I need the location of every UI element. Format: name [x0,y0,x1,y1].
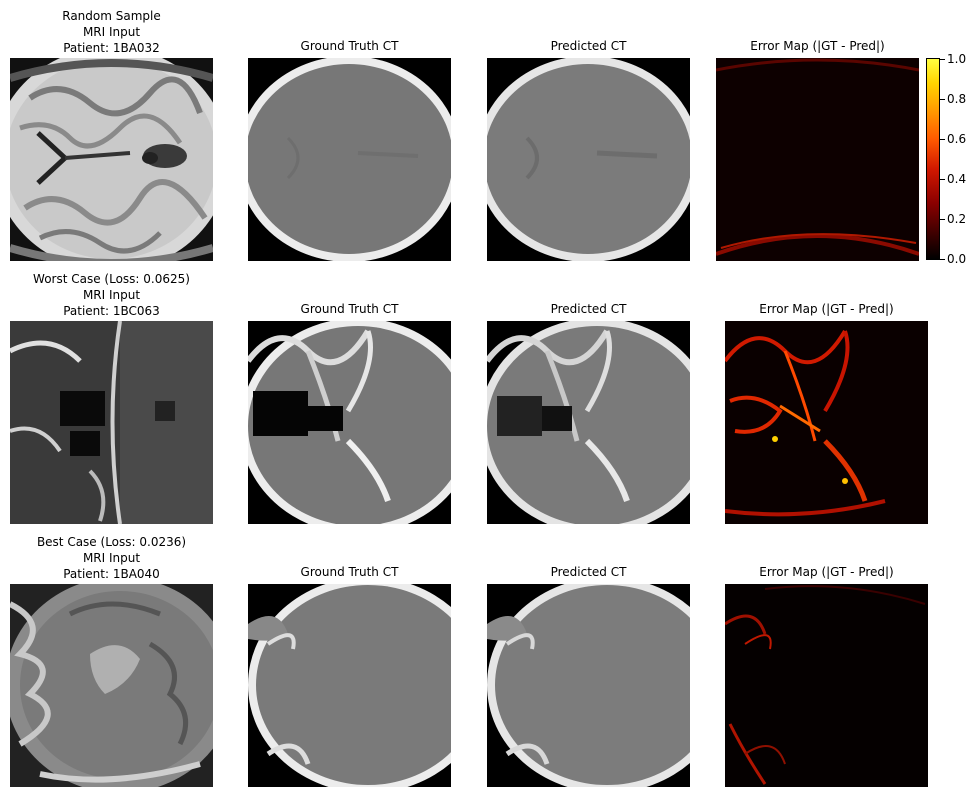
row2-patient-label: Patient: 1BC063 [63,304,160,318]
colorbar-tick-label: 0.6 [947,132,967,146]
row1-case-label: Random Sample [62,9,161,23]
colorbar-tick-label: 0.2 [947,212,967,226]
error-colorbar [926,58,940,260]
row3-mri-title: Best Case (Loss: 0.0236) MRI Input Patie… [10,534,213,582]
row3-gt-title: Ground Truth CT [300,565,399,579]
colorbar-tick-label: 1.0 [947,52,967,66]
row1-mri-title: Random Sample MRI Input Patient: 1BA032 [10,8,213,56]
row2-error-map [725,321,928,524]
row2-pred-title: Predicted CT [550,302,627,316]
colorbar-tick [940,179,945,180]
colorbar-tick [940,59,945,60]
row2-mri-title: Worst Case (Loss: 0.0625) MRI Input Pati… [10,271,213,319]
row3-mri-label: MRI Input [82,551,141,565]
row1-patient-label: Patient: 1BA032 [63,41,160,55]
row2-mri-image [10,321,213,524]
colorbar-tick-label: 0.0 [947,252,967,266]
row1-pred-title: Predicted CT [550,39,627,53]
row2-case-label: Worst Case (Loss: 0.0625) [33,272,190,286]
colorbar-tick-label: 0.4 [947,172,967,186]
colorbar-tick-label: 0.8 [947,92,967,106]
row2-gt-title: Ground Truth CT [300,302,399,316]
row1-pred-ct-image [487,58,690,261]
row1-error-map [716,58,919,261]
row3-gt-ct-image [248,584,451,787]
row2-mri-label: MRI Input [82,288,141,302]
row2-err-title: Error Map (|GT - Pred|) [759,302,894,316]
row3-case-label: Best Case (Loss: 0.0236) [36,535,187,549]
colorbar-tick [940,99,945,100]
row3-mri-image [10,584,213,787]
row3-pred-title: Predicted CT [550,565,627,579]
colorbar-tick [940,219,945,220]
row1-gt-title: Ground Truth CT [300,39,399,53]
row3-patient-label: Patient: 1BA040 [63,567,160,581]
row1-err-title: Error Map (|GT - Pred|) [750,39,885,53]
row3-error-map [725,584,928,787]
row3-pred-ct-image [487,584,690,787]
row1-gt-ct-image [248,58,451,261]
row3-err-title: Error Map (|GT - Pred|) [759,565,894,579]
colorbar-tick [940,139,945,140]
row2-gt-ct-image [248,321,451,524]
row1-mri-image [10,58,213,261]
row1-mri-label: MRI Input [82,25,141,39]
row2-pred-ct-image [487,321,690,524]
colorbar-tick [940,259,945,260]
